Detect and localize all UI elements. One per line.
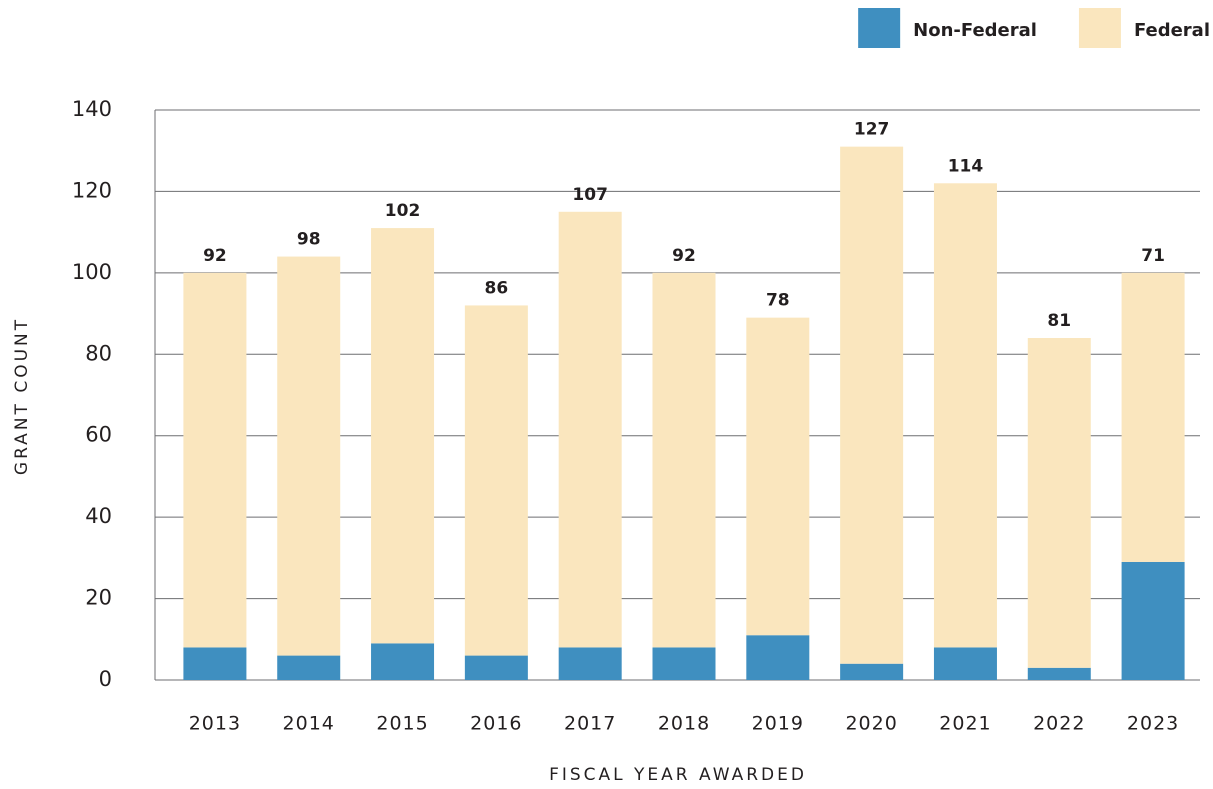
- bar-segment: [183, 272, 247, 648]
- y-tick-label: 40: [85, 504, 112, 528]
- legend-swatch: [858, 8, 901, 48]
- value-label: 71: [1141, 246, 1165, 266]
- value-label: 92: [203, 246, 227, 266]
- y-tick-label: 20: [85, 586, 112, 610]
- bar-segment: [558, 211, 622, 648]
- bar-segment: [652, 272, 716, 648]
- bar-segment: [746, 635, 810, 680]
- legend-swatch: [1078, 8, 1121, 48]
- bar-segment: [183, 647, 247, 680]
- value-label: 92: [672, 246, 696, 266]
- bar-segment: [277, 655, 341, 680]
- value-label: 78: [766, 291, 790, 311]
- bar-segment: [1121, 272, 1185, 562]
- bar-segment: [371, 228, 435, 644]
- x-tick-label: 2020: [845, 713, 897, 735]
- x-tick-label: 2014: [283, 713, 335, 735]
- value-label: 86: [485, 278, 509, 298]
- y-axis-label: GRANT COUNT: [12, 317, 32, 475]
- bar-segment: [277, 256, 341, 656]
- bar-segment: [746, 317, 810, 636]
- y-tick-label: 80: [85, 341, 112, 365]
- x-tick-label: 2015: [376, 713, 428, 735]
- x-tick-label: 2021: [939, 713, 991, 735]
- y-tick-label: 0: [99, 667, 112, 691]
- x-tick-label: 2017: [564, 713, 616, 735]
- bar-segment: [933, 183, 997, 648]
- x-tick-label: 2016: [470, 713, 522, 735]
- bar-segment: [933, 647, 997, 680]
- y-tick-label: 120: [72, 178, 112, 202]
- x-tick-label: 2022: [1033, 713, 1085, 735]
- value-label: 114: [948, 156, 984, 176]
- bar-segment: [464, 305, 528, 656]
- y-tick-label: 100: [72, 260, 112, 284]
- bar-segment: [371, 643, 435, 680]
- bar-segment: [840, 663, 904, 680]
- bar-segment: [558, 647, 622, 680]
- x-axis-label: FISCAL YEAR AWARDED: [549, 765, 807, 785]
- y-tick-label: 60: [85, 423, 112, 447]
- value-label: 102: [385, 201, 421, 221]
- legend-label: Federal: [1134, 20, 1210, 41]
- bar-segment: [1121, 561, 1185, 680]
- value-label: 107: [572, 185, 608, 205]
- legend-label: Non-Federal: [913, 20, 1037, 41]
- x-tick-label: 2019: [752, 713, 804, 735]
- bar-segment: [1027, 338, 1091, 668]
- x-tick-label: 2013: [189, 713, 241, 735]
- y-tick-label: 140: [72, 97, 112, 121]
- bar-segment: [464, 655, 528, 680]
- value-label: 127: [854, 120, 890, 140]
- value-label: 98: [297, 230, 321, 250]
- bar-segment: [840, 146, 904, 664]
- x-tick-label: 2023: [1127, 713, 1179, 735]
- value-label: 81: [1047, 311, 1071, 331]
- bar-segment: [652, 647, 716, 680]
- x-tick-label: 2018: [658, 713, 710, 735]
- bar-segment: [1027, 667, 1091, 680]
